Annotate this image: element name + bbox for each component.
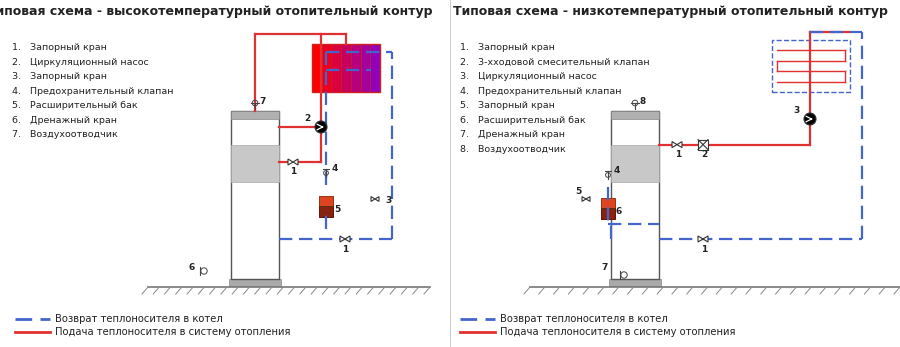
Text: 1.   Запорный кран: 1. Запорный кран: [12, 43, 107, 52]
Bar: [321, 44, 331, 92]
Text: 1: 1: [290, 167, 296, 176]
Polygon shape: [582, 197, 586, 201]
Text: Типовая схема - низкотемпературный отопительный контур: Типовая схема - низкотемпературный отопи…: [453, 5, 887, 18]
Text: 2.   3-хходовой смесительный клапан: 2. 3-хходовой смесительный клапан: [460, 58, 650, 67]
Bar: [312, 44, 380, 92]
Text: Типовая схема - высокотемпературный отопительный контур: Типовая схема - высокотемпературный отоп…: [0, 5, 433, 18]
Text: 3.   Циркуляционный насос: 3. Циркуляционный насос: [460, 72, 597, 81]
Bar: [231, 145, 279, 181]
Text: 5: 5: [575, 186, 581, 195]
Bar: [229, 279, 281, 286]
Text: 4: 4: [614, 166, 620, 175]
Text: 6: 6: [189, 262, 195, 271]
Text: 1: 1: [342, 245, 348, 254]
Text: 5: 5: [334, 204, 340, 213]
Text: Подача теплоносителя в систему отопления: Подача теплоносителя в систему отопления: [55, 327, 291, 337]
Polygon shape: [340, 236, 345, 242]
Bar: [231, 111, 279, 279]
Text: 4.   Предохранительный клапан: 4. Предохранительный клапан: [460, 86, 622, 95]
Bar: [611, 111, 659, 279]
Polygon shape: [293, 159, 298, 165]
Polygon shape: [345, 236, 350, 242]
Bar: [319, 196, 333, 206]
Text: 1: 1: [701, 245, 707, 254]
Bar: [331, 44, 341, 92]
Circle shape: [804, 113, 816, 125]
Text: 7: 7: [602, 262, 608, 271]
Bar: [231, 111, 279, 119]
Bar: [370, 44, 380, 92]
Bar: [319, 206, 333, 217]
Bar: [772, 40, 850, 92]
Polygon shape: [698, 236, 703, 242]
Text: 8: 8: [640, 96, 646, 105]
Text: 3: 3: [385, 195, 392, 204]
Polygon shape: [677, 142, 682, 147]
Bar: [609, 279, 661, 286]
Text: 7: 7: [260, 96, 266, 105]
Polygon shape: [375, 197, 379, 201]
Text: 6.   Дренажный кран: 6. Дренажный кран: [12, 116, 117, 125]
Polygon shape: [371, 197, 375, 201]
Polygon shape: [672, 142, 677, 147]
Text: Возврат теплоносителя в котел: Возврат теплоносителя в котел: [55, 314, 223, 324]
Text: 6: 6: [616, 206, 622, 215]
Text: 7.   Дренажный кран: 7. Дренажный кран: [460, 130, 565, 139]
Text: 3: 3: [793, 105, 799, 115]
Polygon shape: [703, 236, 708, 242]
Bar: [698, 139, 708, 150]
Text: 7.   Воздухоотводчик: 7. Воздухоотводчик: [12, 130, 118, 139]
Bar: [611, 145, 659, 181]
Text: 1: 1: [675, 150, 681, 159]
Text: 4.   Предохранительный клапан: 4. Предохранительный клапан: [12, 86, 174, 95]
Bar: [341, 44, 351, 92]
Text: 2: 2: [701, 150, 707, 159]
Text: Подача теплоносителя в систему отопления: Подача теплоносителя в систему отопления: [500, 327, 735, 337]
Text: 3.   Запорный кран: 3. Запорный кран: [12, 72, 107, 81]
Bar: [351, 44, 361, 92]
Text: 1.   Запорный кран: 1. Запорный кран: [460, 43, 555, 52]
Text: Возврат теплоносителя в котел: Возврат теплоносителя в котел: [500, 314, 668, 324]
Bar: [312, 44, 321, 92]
Bar: [361, 44, 370, 92]
Text: 8.   Воздухоотводчик: 8. Воздухоотводчик: [460, 144, 566, 153]
Bar: [611, 111, 659, 119]
Polygon shape: [586, 197, 590, 201]
Text: 4: 4: [332, 163, 338, 172]
Text: 6.   Расширительный бак: 6. Расширительный бак: [460, 116, 586, 125]
Text: 2.   Циркуляционный насос: 2. Циркуляционный насос: [12, 58, 148, 67]
Bar: [601, 208, 615, 219]
Circle shape: [315, 121, 327, 133]
Text: 5.   Расширительный бак: 5. Расширительный бак: [12, 101, 138, 110]
Bar: [601, 198, 615, 208]
Polygon shape: [288, 159, 293, 165]
Text: 2: 2: [304, 113, 310, 122]
Text: 5.   Запорный кран: 5. Запорный кран: [460, 101, 555, 110]
